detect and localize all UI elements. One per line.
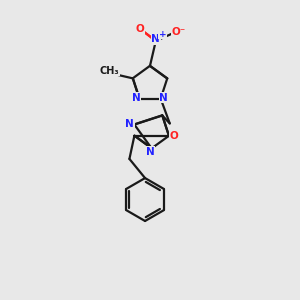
Text: N: N: [132, 93, 141, 103]
Text: N: N: [125, 119, 134, 129]
Text: N: N: [159, 93, 168, 103]
Text: N: N: [152, 34, 160, 44]
Text: O⁻: O⁻: [171, 27, 186, 37]
Text: N: N: [146, 147, 154, 157]
Text: +: +: [159, 30, 166, 39]
Text: CH₃: CH₃: [100, 66, 119, 76]
Text: O: O: [135, 25, 144, 34]
Text: O: O: [169, 131, 178, 141]
